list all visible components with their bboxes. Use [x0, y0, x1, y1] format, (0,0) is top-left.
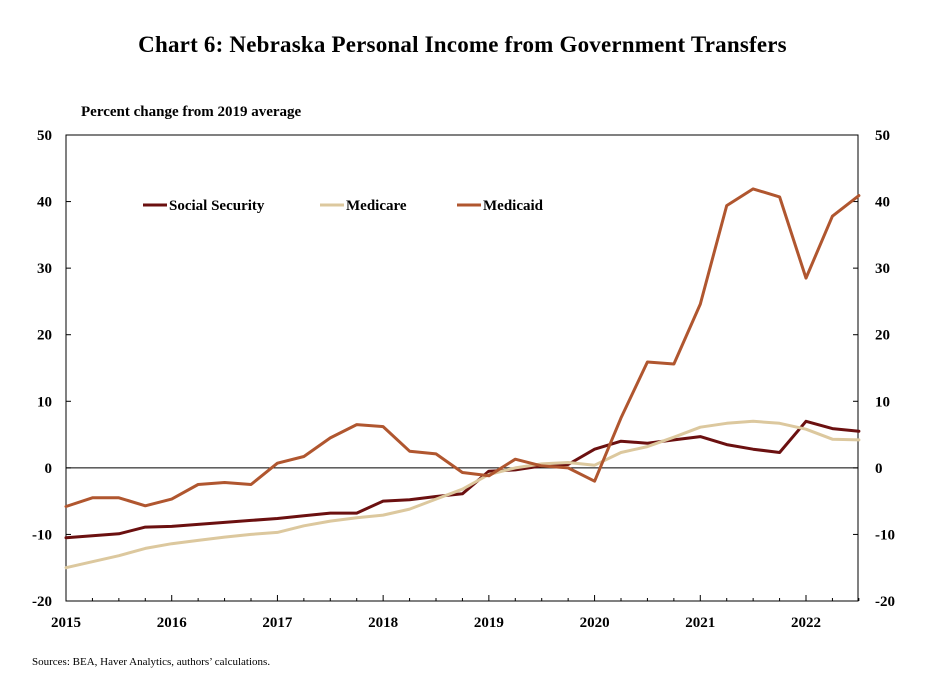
series-layer — [64, 187, 861, 570]
legend-label: Medicare — [346, 198, 407, 214]
y-tick-label-left: -10 — [32, 527, 52, 543]
y-tick-label-left: 20 — [37, 328, 52, 344]
y-tick-label-left: 10 — [37, 394, 52, 410]
y-tick-label-right: 10 — [875, 394, 890, 410]
legend-label: Social Security — [169, 198, 265, 214]
y-ticks-left: 50 40 30 20 10 0 -10 -20 — [32, 128, 71, 610]
x-tick-label: 2016 — [157, 615, 188, 631]
legend: Social Security Medicare Medicaid — [143, 198, 544, 214]
x-tick-label: 2020 — [580, 615, 610, 631]
y-tick-label-right: -10 — [875, 527, 895, 543]
x-tick-label: 2019 — [474, 615, 504, 631]
y-tick-label-right: 30 — [875, 261, 890, 277]
series-line-medicare — [64, 419, 861, 570]
y-tick-label-left: -20 — [32, 594, 52, 610]
y-tick-label-left: 0 — [45, 461, 53, 477]
chart-title: Chart 6: Nebraska Personal Income from G… — [138, 32, 787, 57]
y-tick-label-right: 40 — [875, 195, 890, 211]
x-ticks: 2015 2016 2017 2018 2019 2020 2021 2022 — [51, 595, 860, 631]
x-tick-label: 2018 — [368, 615, 398, 631]
y-tick-label-right: 0 — [875, 461, 883, 477]
y-tick-label-right: 50 — [875, 128, 890, 144]
y-tick-label-left: 40 — [37, 195, 52, 211]
y-tick-label-left: 50 — [37, 128, 52, 144]
y-tick-label-right: -20 — [875, 594, 895, 610]
x-tick-label: 2022 — [791, 615, 821, 631]
source-note: Sources: BEA, Haver Analytics, authors’ … — [32, 656, 271, 668]
y-tick-label-right: 20 — [875, 328, 890, 344]
y-ticks-right: 50 40 30 20 10 0 -10 -20 — [853, 128, 895, 610]
series-line-medicaid — [64, 187, 861, 508]
x-tick-label: 2015 — [51, 615, 81, 631]
legend-label: Medicaid — [483, 198, 544, 214]
y-axis-label: Percent change from 2019 average — [81, 104, 302, 120]
x-tick-label: 2021 — [685, 615, 715, 631]
x-tick-label: 2017 — [262, 615, 293, 631]
y-tick-label-left: 30 — [37, 261, 52, 277]
series-line-social-security — [64, 419, 861, 540]
